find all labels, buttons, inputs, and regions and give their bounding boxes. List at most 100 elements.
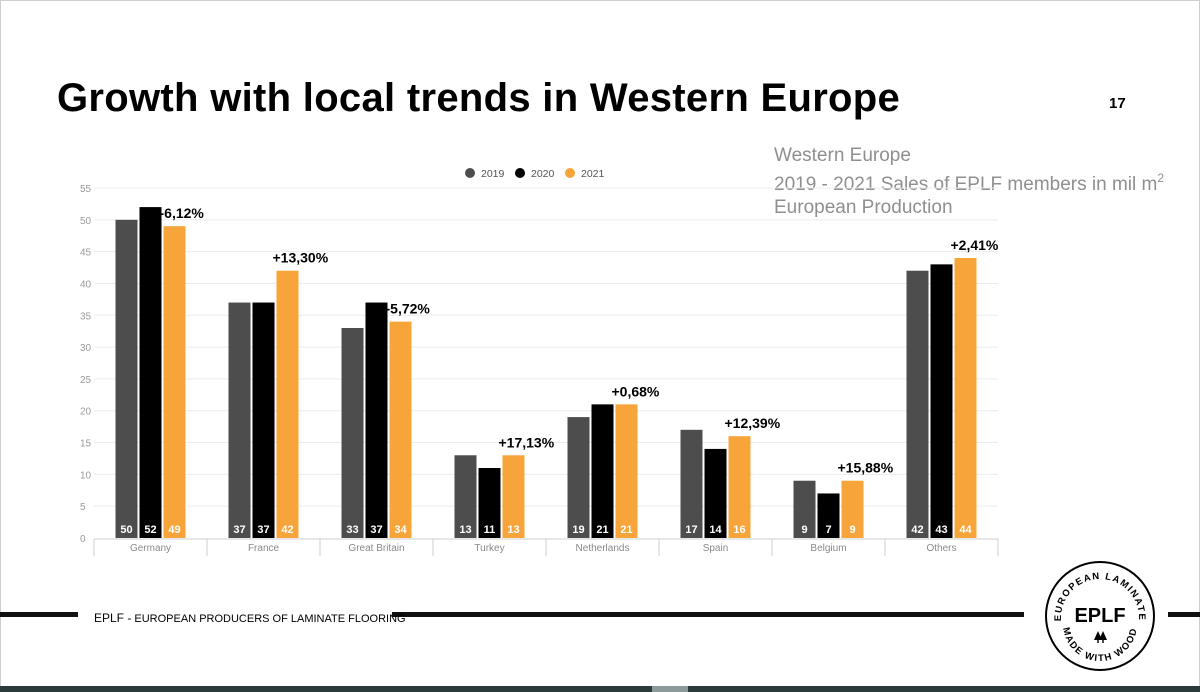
bar-2020 [704,448,727,538]
change-label: +12,39% [725,415,781,431]
bar-value-label: 19 [572,524,584,536]
bar-value-label: 11 [484,524,496,536]
x-tick-label: Netherlands [576,543,630,554]
eplf-logo: EUROPEAN LAMINATE MADE WITH WOOD EPLF [1045,561,1155,671]
change-label: +13,30% [273,250,329,266]
bar-value-label: 13 [507,524,519,536]
y-tick-label: 25 [80,375,92,386]
bar-2020 [365,302,388,538]
bar-2019 [567,417,590,538]
legend-marker-2019 [465,168,475,178]
footer-rule-left [0,612,78,617]
y-tick-label: 20 [80,407,92,418]
bar-2020 [930,264,953,538]
change-label: -6,12% [160,205,205,221]
bar-2021 [954,258,977,538]
y-tick-label: 0 [80,534,86,545]
x-tick-label: Others [926,543,956,554]
footer-rule-middle [392,612,1024,617]
bar-2020 [591,404,614,538]
window-bottom-strip [0,686,1200,692]
legend-marker-2020 [515,168,525,178]
bar-value-label: 42 [281,524,293,536]
change-label: +0,68% [612,383,660,399]
bar-value-label: 49 [168,524,180,536]
bar-value-label: 37 [233,524,245,536]
bar-value-label: 7 [825,524,831,536]
bar-2021 [163,226,186,538]
bar-value-label: 17 [685,524,697,536]
change-label: +15,88% [838,460,894,476]
bar-value-label: 50 [120,524,132,536]
x-tick-label: Turkey [474,543,504,554]
bar-2021 [728,436,751,538]
change-label: +17,13% [499,434,555,450]
bar-2021 [615,404,638,538]
bar-2021 [389,321,412,538]
y-tick-label: 40 [80,279,92,290]
subtitle-line-2: 2019 - 2021 Sales of EPLF members in mil… [774,171,1165,195]
x-tick-label: Germany [130,543,171,554]
change-label: +2,41% [951,237,999,253]
x-tick-label: Belgium [810,543,846,554]
legend-label: 2019 [481,168,505,180]
bar-2021 [276,270,299,538]
x-tick-label: France [248,543,280,554]
y-tick-label: 30 [80,343,92,354]
y-tick-label: 50 [80,216,92,227]
tree-icon [1094,631,1107,643]
bar-2019 [341,328,364,538]
logo-center-text: EPLF [1074,605,1125,627]
bar-value-label: 43 [935,524,947,536]
bar-value-label: 52 [144,524,156,536]
scroll-handle[interactable] [652,686,688,692]
change-label: -5,72% [386,301,431,317]
bar-value-label: 9 [801,524,807,536]
bar-value-label: 44 [959,524,972,536]
bar-value-label: 13 [459,524,471,536]
page-number: 17 [1109,95,1126,112]
bar-2019 [793,480,816,538]
bar-value-label: 21 [620,524,632,536]
y-tick-label: 45 [80,248,92,259]
bar-value-label: 21 [596,524,608,536]
footer-brand: EPLF - [94,611,132,625]
bar-value-label: 9 [849,524,855,536]
bar-2019 [680,429,703,538]
bar-value-label: 16 [733,524,745,536]
chart-subtitle: Western Europe 2019 - 2021 Sales of EPLF… [774,144,1164,219]
logo-ring [1045,561,1155,671]
bar-value-label: 42 [911,524,923,536]
unit-superscript: 2 [1157,171,1165,185]
y-tick-label: 35 [80,311,92,322]
bar-value-label: 14 [709,524,722,536]
bar-2020 [252,302,275,538]
subtitle-line-3: European Production [774,197,953,218]
footer-org-name: EUROPEAN PRODUCERS OF LAMINATE FLOORING [131,613,406,625]
x-tick-label: Spain [703,543,729,554]
y-tick-label: 5 [80,502,86,513]
bar-2019 [906,270,929,538]
bar-value-label: 37 [257,524,269,536]
bar-2019 [115,219,138,538]
bar-2019 [454,455,477,538]
footer-caption: EPLF - EUROPEAN PRODUCERS OF LAMINATE FL… [94,611,406,625]
y-tick-label: 55 [80,184,92,195]
bar-value-label: 34 [394,524,407,536]
bar-value-label: 33 [346,524,358,536]
bar-2021 [841,480,864,538]
bar-2020 [817,493,840,538]
slide-title: Growth with local trends in Western Euro… [57,76,901,120]
x-tick-label: Great Britain [348,543,404,554]
legend-marker-2021 [565,168,575,178]
bar-2020 [139,207,162,538]
legend-label: 2020 [531,168,555,180]
footer-rule-right [1168,612,1200,617]
bar-value-label: 37 [370,524,382,536]
y-tick-label: 15 [80,439,92,450]
bar-2021 [502,455,525,538]
bar-2019 [228,302,251,538]
y-tick-label: 10 [80,470,92,481]
legend-label: 2021 [581,168,605,180]
